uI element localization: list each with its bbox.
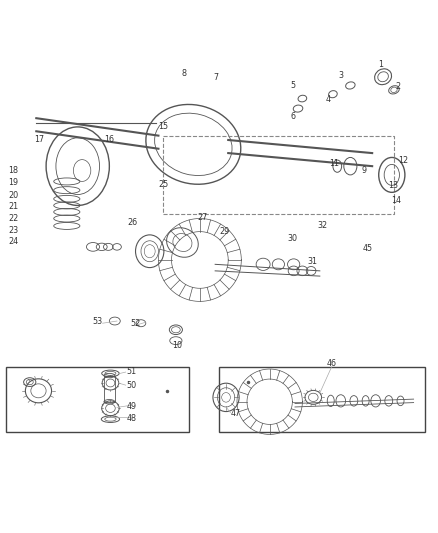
Text: 14: 14: [390, 196, 400, 205]
Text: 5: 5: [290, 82, 295, 91]
Text: 31: 31: [307, 257, 317, 266]
Text: 11: 11: [328, 159, 338, 167]
Text: 6: 6: [290, 111, 295, 120]
Text: 24: 24: [8, 237, 18, 246]
Text: 53: 53: [92, 317, 102, 326]
Text: 26: 26: [127, 217, 137, 227]
Text: 48: 48: [126, 414, 136, 423]
Text: 23: 23: [8, 226, 18, 235]
Text: 17: 17: [34, 135, 44, 143]
Text: 7: 7: [213, 72, 218, 82]
Text: 15: 15: [157, 122, 167, 131]
Text: 32: 32: [317, 221, 327, 230]
Text: 19: 19: [8, 178, 18, 187]
Text: 12: 12: [398, 156, 408, 165]
Text: 18: 18: [8, 166, 18, 175]
Text: 10: 10: [171, 341, 181, 350]
Text: 4: 4: [325, 95, 329, 104]
Bar: [6, 367, 188, 432]
Text: 3: 3: [338, 71, 343, 80]
Text: 29: 29: [219, 227, 230, 236]
Text: 13: 13: [387, 181, 397, 190]
Text: 52: 52: [130, 319, 140, 328]
Text: 45: 45: [362, 244, 372, 253]
Text: 27: 27: [197, 213, 207, 222]
Text: 20: 20: [8, 191, 18, 200]
Text: 21: 21: [8, 202, 18, 211]
Text: 47: 47: [230, 409, 240, 418]
Text: 1: 1: [378, 60, 382, 69]
Text: 46: 46: [326, 359, 336, 368]
Text: 16: 16: [104, 135, 114, 143]
Text: 51: 51: [126, 367, 136, 376]
Text: 22: 22: [8, 214, 18, 223]
Text: 30: 30: [287, 234, 297, 243]
Text: 8: 8: [181, 69, 186, 78]
Text: 25: 25: [158, 181, 168, 189]
Text: 2: 2: [395, 82, 400, 91]
Text: 50: 50: [126, 381, 136, 390]
Bar: [104, 376, 115, 402]
Text: 9: 9: [361, 166, 366, 175]
Bar: [219, 367, 424, 432]
Text: 49: 49: [126, 402, 136, 411]
